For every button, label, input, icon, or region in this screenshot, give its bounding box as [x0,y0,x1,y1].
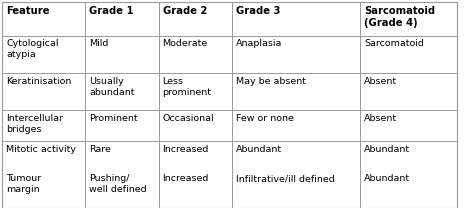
Text: Rare: Rare [89,145,111,154]
Text: Infiltrative/ill defined: Infiltrative/ill defined [236,174,335,183]
Text: Absent: Absent [364,77,397,86]
Text: Grade 1: Grade 1 [89,6,134,16]
Text: Moderate: Moderate [163,39,208,48]
Text: Mild: Mild [89,39,109,48]
Text: Abundant: Abundant [236,145,282,154]
Text: Occasional: Occasional [163,114,214,123]
Text: Tumour
margin: Tumour margin [6,174,41,194]
Text: Abundant: Abundant [364,174,410,183]
Text: Grade 3: Grade 3 [236,6,281,16]
Text: Few or none: Few or none [236,114,294,123]
Text: Feature: Feature [6,6,50,16]
Text: Abundant: Abundant [364,145,410,154]
Text: Mitotic activity: Mitotic activity [6,145,76,154]
Text: Pushing/
well defined: Pushing/ well defined [89,174,147,194]
Text: Prominent: Prominent [89,114,138,123]
Text: May be absent: May be absent [236,77,306,86]
Text: Usually
abundant: Usually abundant [89,77,135,97]
Text: Cytological
atypia: Cytological atypia [6,39,59,59]
Text: Grade 2: Grade 2 [163,6,207,16]
Text: Anaplasia: Anaplasia [236,39,283,48]
Text: Less
prominent: Less prominent [163,77,211,97]
Text: Keratinisation: Keratinisation [6,77,72,86]
Text: Absent: Absent [364,114,397,123]
Text: Sarcomatoid
(Grade 4): Sarcomatoid (Grade 4) [364,6,435,28]
Text: Sarcomatoid: Sarcomatoid [364,39,424,48]
Text: Intercellular
bridges: Intercellular bridges [6,114,63,134]
Text: Increased: Increased [163,174,209,183]
Text: Increased: Increased [163,145,209,154]
